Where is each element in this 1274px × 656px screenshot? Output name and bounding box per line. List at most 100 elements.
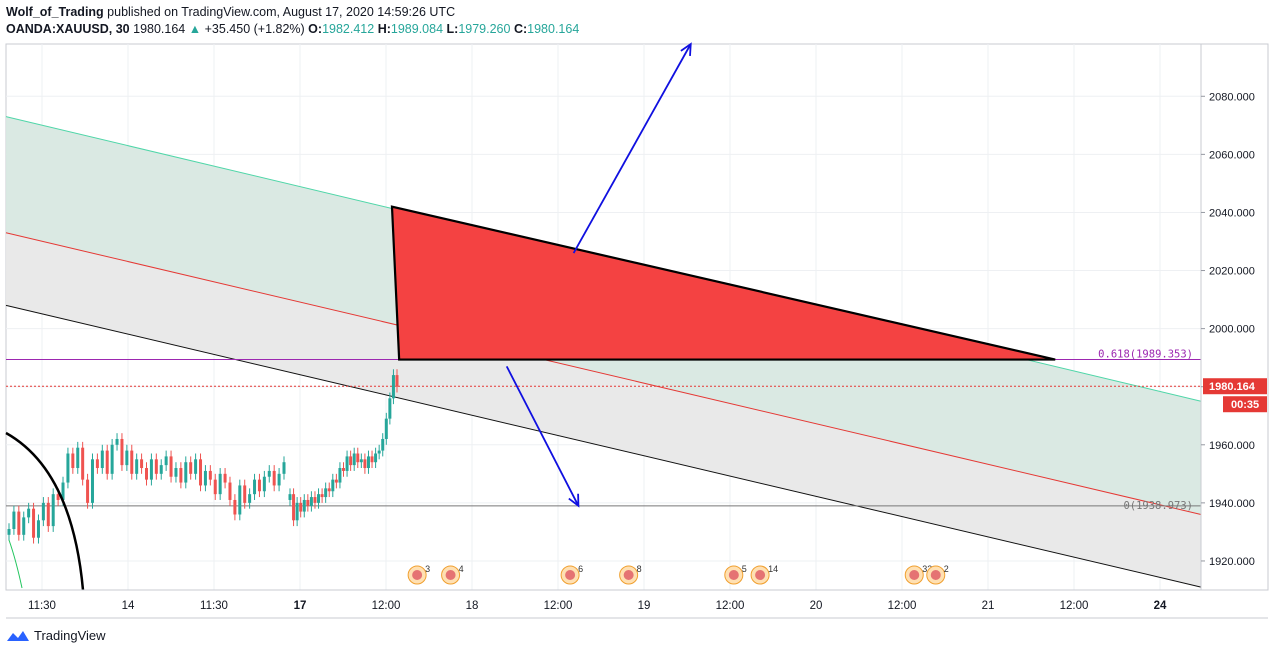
candle[interactable] (189, 462, 193, 474)
candle[interactable] (374, 453, 378, 463)
candle[interactable] (262, 476, 266, 492)
candle[interactable] (317, 494, 321, 503)
candle[interactable] (395, 375, 399, 387)
channel-lower-line[interactable] (5, 304, 1202, 588)
candle[interactable] (282, 462, 286, 474)
candle[interactable] (233, 499, 237, 515)
candle[interactable] (135, 459, 139, 474)
candle[interactable] (145, 468, 148, 480)
candle[interactable] (41, 502, 45, 521)
candle[interactable] (243, 485, 247, 503)
candle[interactable] (352, 453, 356, 466)
candle[interactable] (299, 502, 303, 512)
author-name[interactable]: Wolf_of_Trading (6, 5, 104, 19)
candle[interactable] (272, 470, 276, 486)
candle[interactable] (324, 488, 328, 498)
candle[interactable] (313, 497, 317, 503)
candle[interactable] (213, 479, 217, 495)
candle[interactable] (100, 450, 104, 469)
arrow-up-line[interactable] (572, 43, 692, 254)
candle[interactable] (56, 494, 60, 500)
candle[interactable] (90, 459, 94, 503)
candle[interactable] (248, 494, 252, 503)
candle[interactable] (277, 473, 281, 486)
candle[interactable] (169, 456, 173, 477)
candle[interactable] (130, 450, 134, 474)
candle[interactable] (388, 398, 392, 419)
candle[interactable] (194, 459, 198, 474)
candle[interactable] (302, 499, 306, 512)
candle[interactable] (228, 482, 232, 500)
candle[interactable] (95, 459, 99, 469)
candle[interactable] (238, 485, 242, 515)
candle[interactable] (120, 438, 124, 466)
candle[interactable] (288, 494, 292, 500)
candle[interactable] (125, 450, 129, 466)
candle[interactable] (203, 470, 207, 486)
candle[interactable] (356, 453, 360, 463)
candle[interactable] (51, 494, 55, 527)
candle[interactable] (154, 459, 158, 474)
candle[interactable] (81, 447, 85, 480)
candle[interactable] (61, 482, 65, 500)
candle[interactable] (223, 473, 227, 483)
candle[interactable] (381, 438, 385, 451)
x-tick-label: 12:00 (544, 600, 573, 612)
red-triangle-pattern[interactable] (390, 205, 1056, 361)
price-axis[interactable] (1200, 43, 1269, 591)
candle[interactable] (71, 453, 75, 469)
candle[interactable] (338, 468, 342, 483)
circle-arc[interactable] (5, 431, 85, 591)
channel-middle-line[interactable] (5, 232, 1202, 515)
candle[interactable] (345, 456, 349, 471)
candle[interactable] (36, 520, 40, 538)
candle[interactable] (76, 447, 80, 469)
candle[interactable] (327, 488, 331, 492)
candle[interactable] (105, 450, 109, 474)
candle[interactable] (306, 499, 310, 506)
candle[interactable] (384, 418, 388, 439)
candle[interactable] (253, 479, 257, 495)
candle[interactable] (22, 517, 26, 535)
candle[interactable] (334, 479, 338, 483)
candle[interactable] (349, 456, 353, 466)
candle[interactable] (257, 479, 261, 492)
candle[interactable] (66, 453, 70, 483)
candle[interactable] (164, 456, 168, 466)
candle[interactable] (295, 502, 299, 521)
candle[interactable] (199, 459, 203, 486)
candle[interactable] (27, 508, 31, 518)
candle[interactable] (363, 459, 367, 469)
candle[interactable] (366, 456, 370, 469)
candle[interactable] (331, 479, 335, 492)
candle[interactable] (115, 438, 119, 445)
arrow-down-line[interactable] (505, 365, 580, 507)
candle[interactable] (32, 508, 36, 538)
candle[interactable] (110, 444, 114, 474)
tradingview-footer[interactable]: TradingView (6, 628, 106, 643)
candle[interactable] (7, 529, 11, 535)
candle[interactable] (292, 494, 296, 521)
candle[interactable] (179, 468, 183, 483)
symbol-name[interactable]: OANDA:XAUUSD, 30 (6, 22, 130, 36)
candle[interactable] (391, 375, 395, 399)
candle[interactable] (218, 473, 222, 495)
candle[interactable] (159, 465, 163, 474)
candle[interactable] (12, 511, 16, 530)
candle[interactable] (208, 470, 212, 480)
candle[interactable] (46, 502, 50, 527)
candle[interactable] (149, 459, 153, 480)
candle[interactable] (86, 479, 90, 503)
candle[interactable] (359, 459, 363, 463)
candle[interactable] (17, 511, 21, 535)
candle[interactable] (370, 456, 374, 463)
candle[interactable] (309, 497, 313, 506)
candle[interactable] (320, 494, 324, 498)
candle[interactable] (342, 468, 345, 471)
candle[interactable] (377, 450, 381, 454)
candle[interactable] (184, 462, 188, 483)
candle[interactable] (174, 468, 178, 477)
candle[interactable] (140, 459, 144, 469)
candle[interactable] (267, 470, 271, 477)
